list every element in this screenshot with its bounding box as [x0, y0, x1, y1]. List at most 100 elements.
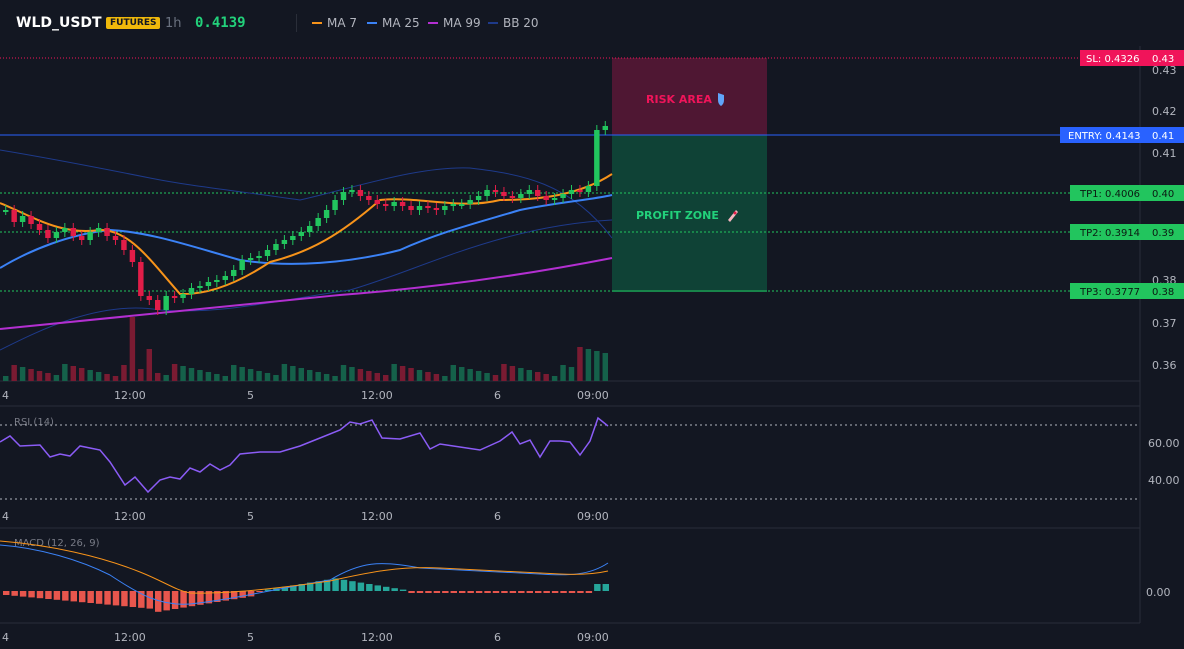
volume-bar	[484, 373, 490, 381]
volume-bar	[129, 317, 136, 381]
rocket-icon	[728, 210, 738, 222]
macd-hist-bar	[104, 591, 111, 605]
candle-body	[205, 282, 212, 286]
volume-bar	[602, 353, 608, 381]
time-tick: 4	[2, 631, 9, 644]
macd-hist-bar	[87, 591, 94, 603]
volume-bar	[560, 365, 566, 381]
volume-bar	[323, 374, 330, 381]
tp2-tag-value: 0.39	[1152, 228, 1174, 239]
tp1-tag[interactable]: TP1: 0.4006 0.40	[1070, 185, 1184, 201]
price-axis[interactable]: 0.43 0.42 0.41 0.38 0.37 0.36	[1152, 64, 1177, 372]
volume-bar	[399, 366, 406, 381]
volume-bar	[214, 374, 220, 381]
candle-body	[188, 288, 195, 294]
candle-body	[323, 210, 330, 218]
price-tick: 0.36	[1152, 359, 1177, 372]
volume-bar	[70, 366, 76, 381]
volume-bar	[197, 370, 203, 381]
candle-body	[180, 294, 186, 298]
macd-hist-bar	[577, 591, 584, 593]
volume-bar	[95, 372, 102, 381]
legend-ma25[interactable]: MA 25	[367, 16, 420, 30]
macd-hist-bar	[518, 591, 525, 593]
risk-zone[interactable]	[612, 58, 767, 135]
volume-bar	[19, 367, 26, 381]
volume-bar	[315, 372, 321, 381]
macd-hist-bar	[374, 585, 381, 591]
macd-hist-bar	[247, 591, 255, 597]
macd-hist-bar	[121, 591, 128, 607]
macd-hist-bar	[475, 591, 483, 593]
volume-bar	[475, 371, 482, 381]
candle-body	[357, 190, 364, 196]
macd-hist-bar	[416, 591, 424, 593]
macd-hist-bar	[357, 582, 365, 591]
price-tick: 0.37	[1152, 317, 1177, 330]
time-tick: 5	[247, 510, 254, 523]
macd-hist-bar	[585, 591, 593, 593]
candle-body	[264, 250, 271, 256]
candle-body	[577, 190, 583, 192]
macd-hist-bar	[323, 579, 331, 591]
volume-bar	[146, 349, 152, 381]
volume-bar	[526, 370, 532, 381]
volume-bar	[163, 375, 169, 381]
time-tick: 12:00	[361, 389, 393, 402]
macd-hist-bar	[138, 591, 145, 608]
profit-zone[interactable]	[612, 135, 767, 292]
candle-body	[509, 196, 516, 198]
legend-ma99[interactable]: MA 99	[428, 16, 481, 30]
volume-bar	[112, 376, 119, 381]
volume-bar	[374, 373, 380, 381]
time-tick: 4	[2, 389, 9, 402]
entry-tag[interactable]: ENTRY: 0.4143 0.41	[1060, 127, 1184, 143]
macd-hist-bar	[501, 591, 508, 593]
candle-body	[222, 276, 228, 280]
volume-bar	[492, 375, 499, 381]
candle-body	[95, 228, 102, 232]
candle-body	[475, 196, 482, 200]
macd-hist-bar	[19, 591, 27, 597]
candle-body	[416, 206, 423, 210]
tp2-tag[interactable]: TP2: 0.3914 0.39	[1070, 224, 1184, 240]
tp3-tag[interactable]: TP3: 0.3777 0.38	[1070, 283, 1184, 299]
macd-hist-bar	[366, 584, 373, 591]
macd-hist-bar	[222, 591, 229, 601]
candle-body	[87, 232, 93, 240]
sl-tag[interactable]: SL: 0.4326 0.43	[1080, 50, 1184, 66]
macd-hist-bar	[70, 591, 77, 602]
volume-bar	[273, 375, 279, 381]
time-axis[interactable]: 4 12:00 5 12:00 6 09:00	[2, 389, 609, 402]
legend-bb20[interactable]: BB 20	[488, 16, 539, 30]
candle-body	[594, 130, 600, 186]
macd-hist-bar	[155, 591, 162, 612]
ma7-swatch	[312, 22, 322, 24]
volume-bar	[171, 364, 178, 381]
candle-body	[3, 210, 9, 212]
candlestick-series[interactable]	[3, 121, 608, 315]
interval-label[interactable]: 1h	[165, 16, 182, 31]
rsi-title: RSI (14)	[14, 417, 54, 428]
candle-body	[138, 262, 144, 296]
volume-bar	[205, 372, 212, 381]
candle-body	[129, 250, 136, 262]
macd-hist-bar	[340, 579, 348, 591]
macd-hist-bar	[383, 586, 390, 591]
volume-bar	[518, 368, 524, 381]
time-tick: 4	[2, 510, 9, 523]
macd-hist-bar	[95, 591, 103, 604]
macd-hist-bar	[214, 591, 221, 602]
legend-ma7[interactable]: MA 7	[312, 16, 357, 30]
time-tick: 12:00	[114, 631, 146, 644]
volume-bar	[433, 374, 440, 381]
macd-signal-line	[0, 540, 609, 594]
volume-bar	[138, 369, 144, 381]
macd-hist-bar	[399, 589, 407, 591]
candle-body	[62, 228, 68, 232]
bb-upper-line	[0, 149, 613, 239]
symbol-label[interactable]: WLD_USDT	[16, 15, 102, 31]
macd-hist-bar	[535, 591, 542, 593]
macd-hist-bar	[11, 591, 18, 596]
